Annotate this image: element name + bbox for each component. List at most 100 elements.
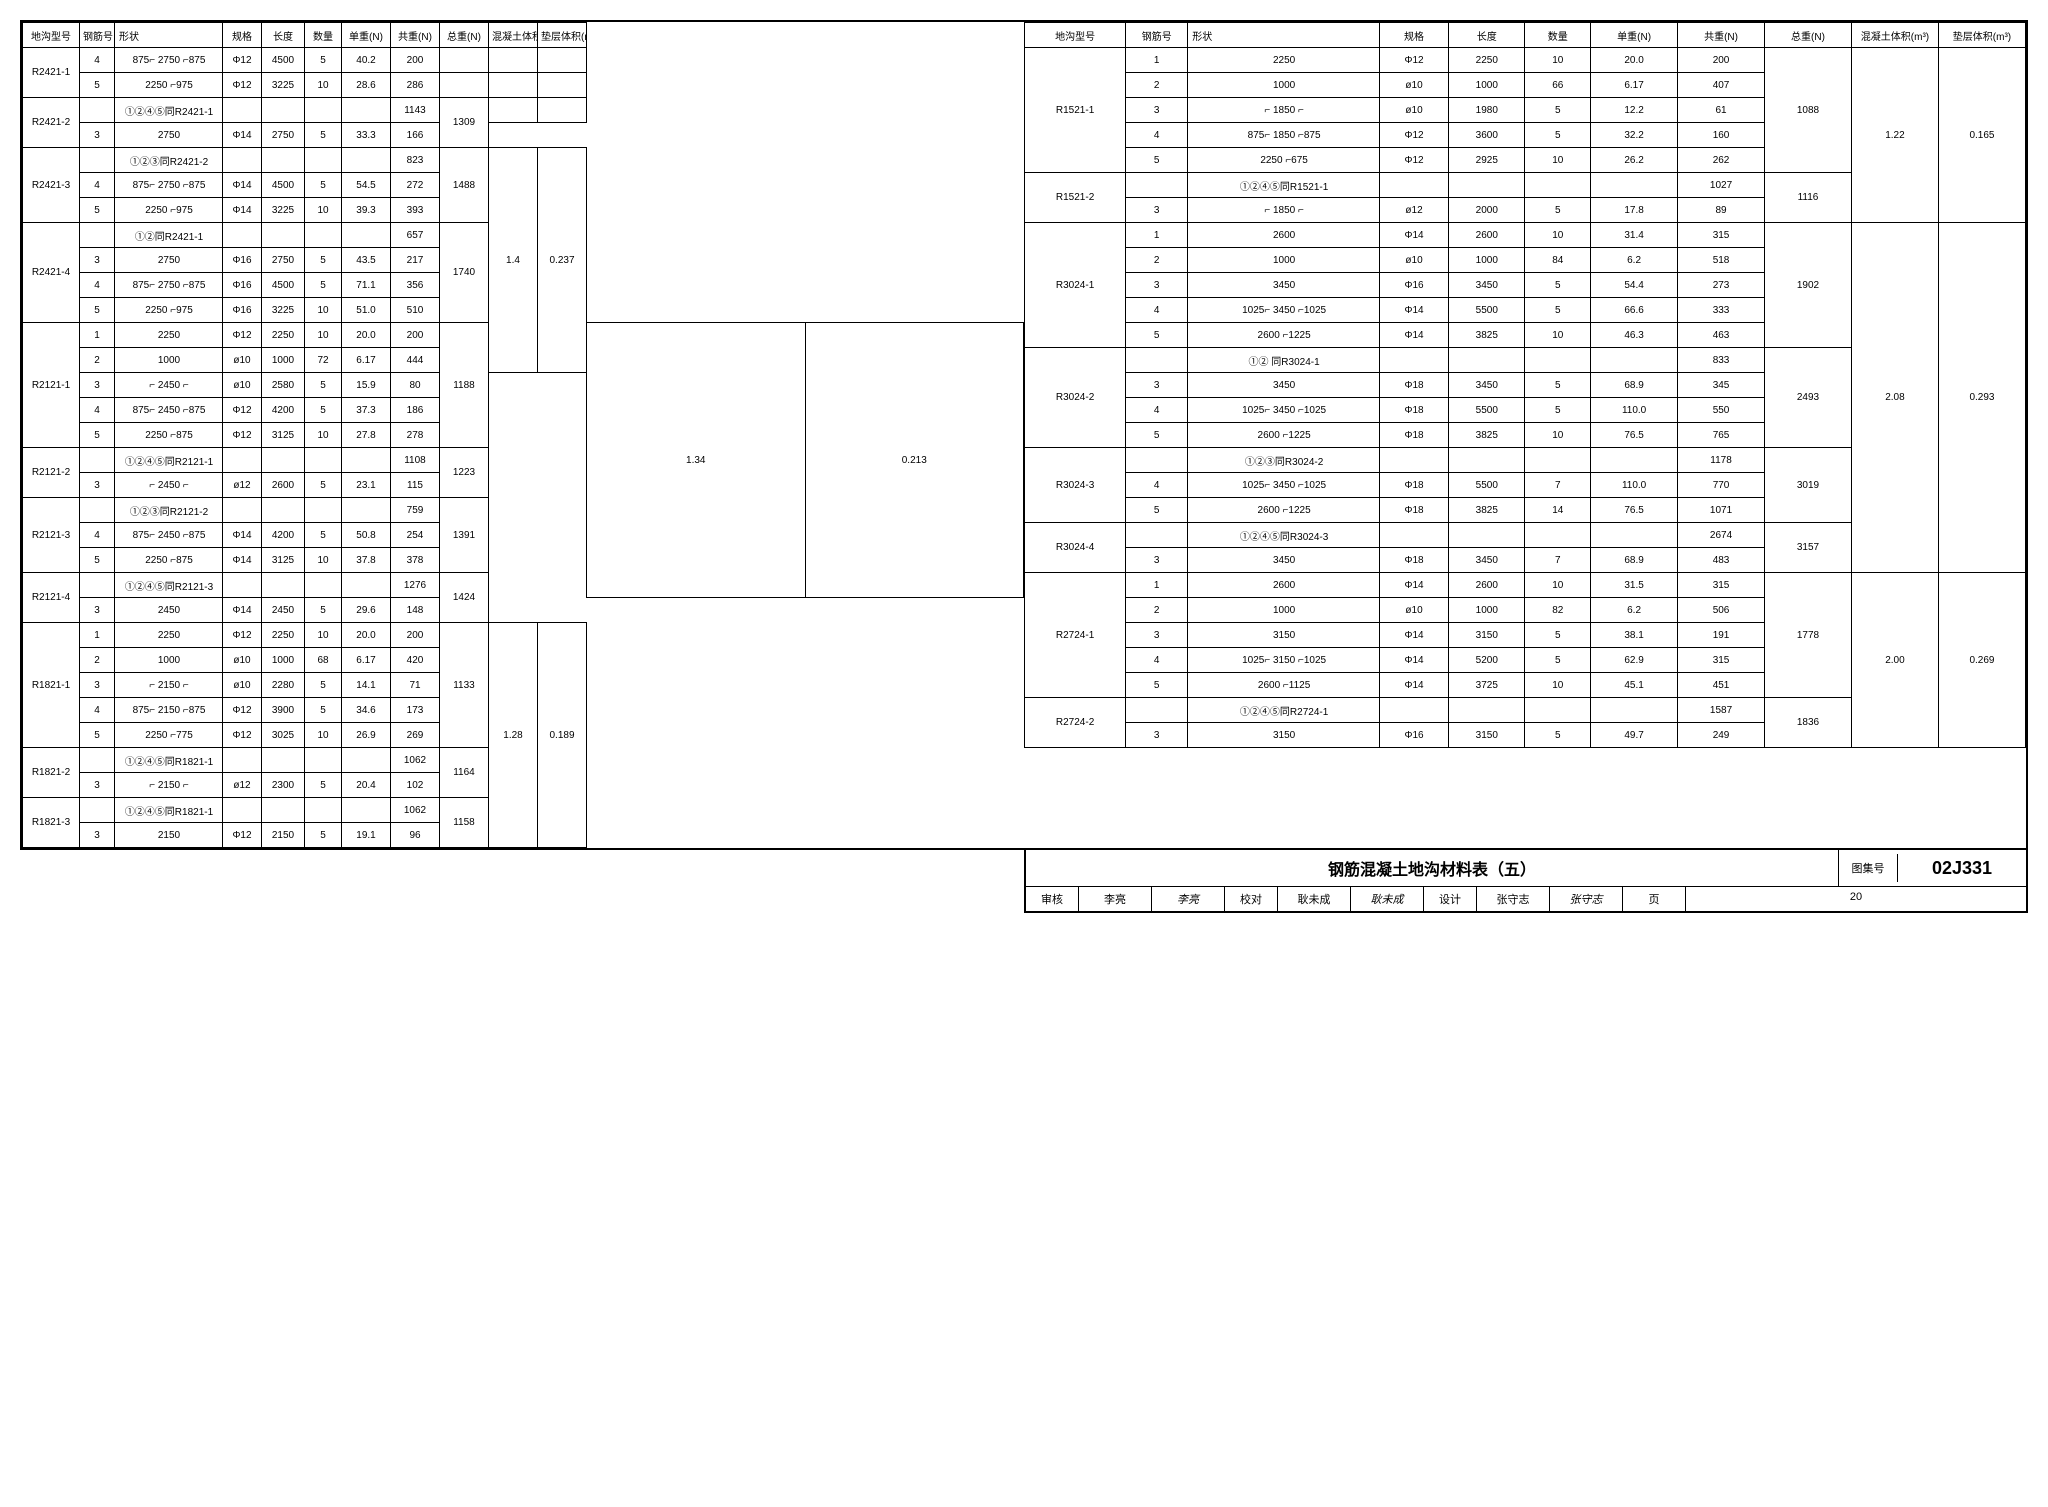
cell-spec: Φ14 [1379, 323, 1448, 348]
cell-unit-weight [1591, 698, 1678, 723]
cell-shape: 2150 [115, 823, 223, 848]
cell-qty: 10 [1525, 673, 1591, 698]
cell-spec: Φ14 [1379, 223, 1448, 248]
cell-total-weight: 254 [391, 523, 440, 548]
cell-bedding: 0.165 [1938, 48, 2025, 223]
cell-total-weight: 759 [391, 498, 440, 523]
cell-qty: 5 [305, 248, 342, 273]
cell-spec: Φ16 [1379, 723, 1448, 748]
cell-unit-weight: 34.6 [342, 698, 391, 723]
cell-spec: Φ16 [223, 248, 262, 273]
cell-shape: 875⌐ 2750 ⌐875 [115, 273, 223, 298]
cell-rebar-no: 5 [1126, 498, 1188, 523]
cell-spec: Φ12 [223, 423, 262, 448]
cell-rebar-no: 4 [1126, 123, 1188, 148]
cell-unit-weight [342, 148, 391, 173]
cell-spec: Φ12 [223, 323, 262, 348]
cell-shape: ⌐ 2450 ⌐ [115, 473, 223, 498]
table-row: 32450Φ142450529.6148 [23, 598, 1024, 623]
cell-model: R3024-3 [1025, 448, 1126, 523]
cell-bedding: 0.189 [538, 623, 587, 848]
table-row: R2421-2①②④⑤同R2421-111431309 [23, 98, 1024, 123]
cell-length [1449, 448, 1525, 473]
cell-shape: 2250 ⌐975 [115, 73, 223, 98]
cell-shape: 2250 [115, 323, 223, 348]
cell-rebar-no: 3 [1126, 98, 1188, 123]
cell-length: 2280 [262, 673, 305, 698]
cell-shape: 2450 [115, 598, 223, 623]
cell-total-weight: 160 [1678, 123, 1765, 148]
cell-length: 4500 [262, 48, 305, 73]
cell-unit-weight: 26.9 [342, 723, 391, 748]
table-row: 52250 ⌐975Φ1232251028.6286 [23, 73, 1024, 98]
cell-model: R2421-2 [23, 98, 80, 148]
cell-length [262, 498, 305, 523]
cell-shape: 2250 ⌐775 [115, 723, 223, 748]
cell-total-weight: 1178 [1678, 448, 1765, 473]
cell-total-weight: 217 [391, 248, 440, 273]
cell-spec: ø10 [223, 373, 262, 398]
cell-unit-weight: 68.9 [1591, 548, 1678, 573]
cell-rebar-no: 3 [80, 823, 115, 848]
cell-spec: Φ12 [223, 823, 262, 848]
cell-bedding: 0.237 [538, 148, 587, 373]
cell-qty: 5 [305, 523, 342, 548]
check-sig: 耿未成 [1351, 887, 1424, 911]
cell-unit-weight [342, 223, 391, 248]
cell-shape: ①②④⑤同R1821-1 [115, 798, 223, 823]
cell-unit-weight: 110.0 [1591, 473, 1678, 498]
cell-length: 2925 [1449, 148, 1525, 173]
cell-rebar-no: 4 [80, 523, 115, 548]
cell-spec [223, 498, 262, 523]
cell-spec: Φ14 [223, 523, 262, 548]
cell-shape: 875⌐ 2750 ⌐875 [115, 173, 223, 198]
cell-shape: 3150 [1188, 723, 1380, 748]
cell-unit-weight: 6.17 [1591, 73, 1678, 98]
cell-total-weight: 269 [391, 723, 440, 748]
cell-qty: 66 [1525, 73, 1591, 98]
cell-qty: 5 [305, 123, 342, 148]
cell-shape: ⌐ 2150 ⌐ [115, 673, 223, 698]
cell-total-weight: 286 [391, 73, 440, 98]
th-spec: 规格 [1379, 23, 1448, 48]
cell-total-weight: 200 [391, 48, 440, 73]
cell-rebar-no: 5 [80, 423, 115, 448]
cell-length [1449, 523, 1525, 548]
cell-grand-weight: 1164 [440, 748, 489, 798]
cell-model: R2421-3 [23, 148, 80, 223]
cell-spec [223, 748, 262, 773]
cell-rebar-no: 2 [1126, 248, 1188, 273]
cell-unit-weight: 46.3 [1591, 323, 1678, 348]
cell-rebar-no [80, 98, 115, 123]
cell-shape: 1000 [1188, 73, 1380, 98]
footer: 钢筋混凝土地沟材料表（五） 图集号 02J331 审核 李亮 李亮 校对 耿未成… [1024, 850, 2028, 913]
th-length: 长度 [262, 23, 305, 48]
cell-length: 3450 [1449, 548, 1525, 573]
cell-model: R1821-3 [23, 798, 80, 848]
cell-qty: 10 [305, 723, 342, 748]
cell-bedding [538, 48, 587, 73]
cell-unit-weight: 20.0 [1591, 48, 1678, 73]
cell-rebar-no: 4 [80, 173, 115, 198]
cell-unit-weight: 110.0 [1591, 398, 1678, 423]
cell-model: R3024-1 [1025, 223, 1126, 348]
cell-unit-weight: 26.2 [1591, 148, 1678, 173]
cell-spec: Φ18 [1379, 498, 1448, 523]
cell-rebar-no: 4 [1126, 298, 1188, 323]
cell-qty: 5 [305, 273, 342, 298]
cell-rebar-no: 2 [1126, 73, 1188, 98]
cell-total-weight: 833 [1678, 348, 1765, 373]
cell-rebar-no: 3 [1126, 548, 1188, 573]
right-table: 地沟型号 钢筋号 形状 规格 长度 数量 单重(N) 共重(N) 总重(N) 混… [1024, 22, 2026, 748]
cell-spec: ø12 [223, 473, 262, 498]
cell-qty: 10 [305, 298, 342, 323]
cell-length [262, 798, 305, 823]
cell-grand-weight: 2493 [1765, 348, 1852, 448]
cell-unit-weight: 15.9 [342, 373, 391, 398]
cell-rebar-no: 3 [1126, 273, 1188, 298]
cell-qty: 10 [1525, 48, 1591, 73]
cell-length [1449, 348, 1525, 373]
cell-shape: ①②④⑤同R1821-1 [115, 748, 223, 773]
cell-bedding: 0.213 [805, 323, 1024, 598]
cell-model: R1821-1 [23, 623, 80, 748]
